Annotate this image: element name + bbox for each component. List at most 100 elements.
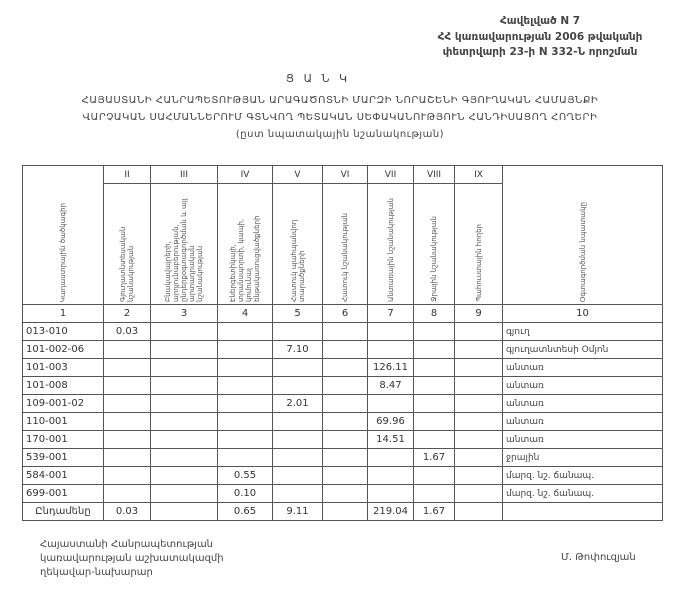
land-use: անտառ (502, 412, 663, 431)
area-value (413, 358, 455, 377)
total-label: Ընդամենը (22, 502, 104, 521)
land-use: ջրային (502, 448, 663, 467)
total-value (150, 502, 218, 521)
column-number: 10 (502, 304, 663, 323)
column-header: Անտառային նշանակության (386, 197, 395, 302)
area-value: 0.10 (217, 484, 273, 503)
area-value (413, 394, 455, 413)
area-value (103, 340, 151, 359)
area-value: 8.47 (367, 376, 414, 395)
area-value (103, 484, 151, 503)
column-header: Ջրային նշանակության (430, 216, 438, 302)
area-value (150, 322, 218, 341)
area-value (272, 376, 323, 395)
area-value (454, 322, 503, 341)
column-number: 8 (413, 304, 455, 323)
column-header-cell: Պահուստային հողեր (454, 183, 503, 305)
column-header-cell: Էներգետիկայի, տրանսպորտի, կապի, կոմունալ… (217, 183, 273, 305)
land-table: Կադաստրային ծածկագիր II III IV V VI VII VIII IX Օ… (22, 165, 663, 521)
area-value (322, 322, 368, 341)
column-roman: Օգտագործման նպատակը (502, 165, 663, 305)
title-subline: (ըստ նպատակային նշանակության) (235, 129, 445, 140)
area-value: 14.51 (367, 430, 414, 449)
column-header-cell: Հատուկ պահպանվող տարածքների (272, 183, 323, 305)
area-value (322, 430, 368, 449)
area-value (367, 484, 414, 503)
table-row: 101-008 8.47 անտառ (22, 376, 663, 395)
total-value: 0.65 (217, 502, 273, 521)
table-row: 539-001 1.67 ջրային (22, 448, 663, 467)
column-roman: III (150, 165, 218, 184)
area-value (103, 412, 151, 431)
area-value (322, 394, 368, 413)
column-roman: VI (322, 165, 368, 184)
area-value (322, 466, 368, 485)
area-value (454, 484, 503, 503)
column-roman: V (272, 165, 323, 184)
area-value (272, 466, 323, 485)
total-value: 9.11 (272, 502, 323, 521)
table-row: 170-001 14.51 անտառ (22, 430, 663, 449)
column-number-row: 1 2 3 4 5 6 7 8 9 10 (22, 304, 663, 323)
area-value (367, 322, 414, 341)
area-value (413, 484, 455, 503)
area-value (454, 340, 503, 359)
area-value (322, 484, 368, 503)
area-value (367, 466, 414, 485)
table-row: 110-001 69.96 անտառ (22, 412, 663, 431)
area-value (367, 340, 414, 359)
land-use: անտառ (502, 376, 663, 395)
list-title: Ց Ա Ն Կ (285, 72, 351, 85)
column-roman: VII (367, 165, 414, 184)
annex-line: փետրվարի 23-ի N 332-Ն որոշման (442, 46, 638, 58)
area-value (217, 358, 273, 377)
cadastral-code: 101-002-06 (22, 340, 104, 359)
area-value (413, 466, 455, 485)
column-number: 4 (217, 304, 273, 323)
footer-line: Հայաստանի Հանրապետության (40, 539, 214, 550)
area-value (322, 412, 368, 431)
area-value (217, 340, 273, 359)
cadastral-code: 110-001 (22, 412, 104, 431)
column-header-cell: Բնակավայրերի, արդյունաբերության, ընդերքօ… (150, 183, 218, 305)
land-use: գյուղ (502, 322, 663, 341)
area-value (103, 448, 151, 467)
area-value (217, 448, 273, 467)
table-row: 109-001-02 2.01 անտառ (22, 394, 663, 413)
area-value (103, 466, 151, 485)
column-header: Պահուստային հողեր (474, 224, 483, 302)
land-use: անտառ (502, 358, 663, 377)
land-use: գյուղատնտեսի Օմյոն (502, 340, 663, 359)
area-value (454, 430, 503, 449)
cadastral-code: 584-001 (22, 466, 104, 485)
area-value (103, 430, 151, 449)
area-value (454, 448, 503, 467)
total-value (454, 502, 503, 521)
cadastral-code: 539-001 (22, 448, 104, 467)
total-use (502, 502, 663, 521)
area-value: 0.55 (217, 466, 273, 485)
footer-line: կառավարության աշխատակազմի (40, 553, 224, 564)
area-value (413, 322, 455, 341)
area-value (272, 358, 323, 377)
column-number: 2 (103, 304, 151, 323)
area-value (103, 358, 151, 377)
column-roman: VIII (413, 165, 455, 184)
column-roman: II (103, 165, 151, 184)
column-header: Հատուկ նշանակության (341, 212, 349, 302)
column-roman: Կադաստրային ծածկագիր (22, 165, 104, 305)
area-value (454, 376, 503, 395)
column-header: Օգտագործման նպատակը (578, 201, 587, 302)
title-line: ՀԱՅԱՍՏԱՆԻ ՀԱՆՐԱՊԵՏՈՒԹՅԱՆ ԱՐԱԳԱԾՈՏՆԻ ՄԱՐԶ… (81, 95, 599, 106)
column-header: Կադաստրային ծածկագիր (59, 202, 67, 302)
title-line: ՎԱՐՉԱԿԱՆ ՍԱՀՄԱՆՆԵՐՈՒՄ ԳՏՆՎՈՂ ՊԵՏԱԿԱՆ ՍԵՓ… (82, 112, 598, 123)
area-value (413, 340, 455, 359)
area-value (454, 412, 503, 431)
column-number: 1 (22, 304, 104, 323)
cadastral-code: 101-008 (22, 376, 104, 395)
signatory-title: Հայաստանի Հանրապետության կառավարության ա… (40, 538, 224, 580)
column-header-cell: Ջրային նշանակության (413, 183, 455, 305)
column-roman: IV (217, 165, 273, 184)
total-value: 219.04 (367, 502, 414, 521)
area-value: 69.96 (367, 412, 414, 431)
